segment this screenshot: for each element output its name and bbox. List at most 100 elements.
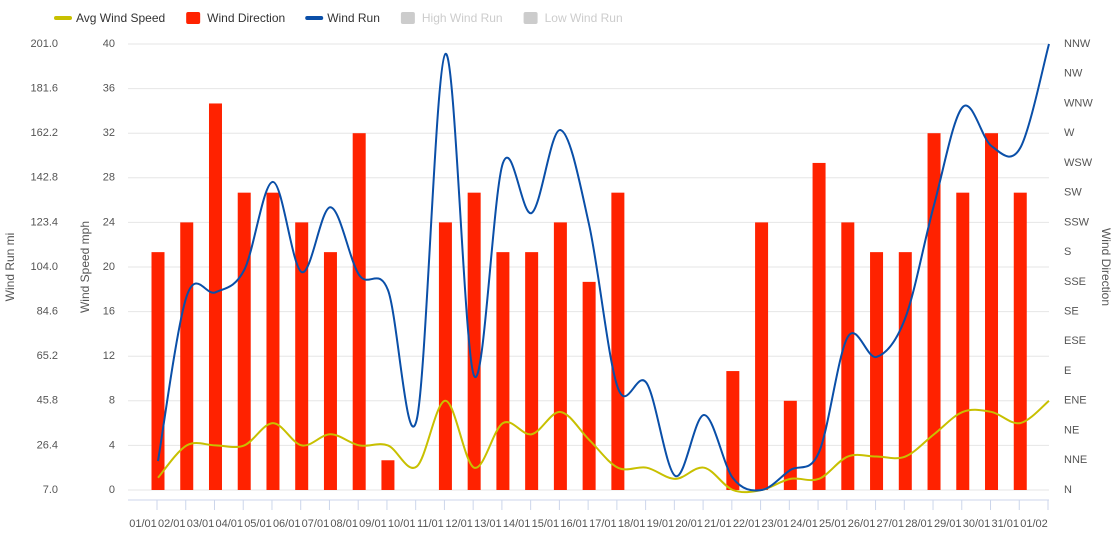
x-tick-label: 19/01 — [647, 518, 675, 530]
x-tick-label: 15/01 — [532, 518, 560, 530]
x-tick-label: 12/01 — [445, 518, 473, 530]
y-tick-label: 12 — [103, 350, 115, 362]
legend-swatch — [54, 16, 72, 20]
y2-tick-label: NE — [1064, 424, 1079, 436]
legend-label[interactable]: Wind Direction — [207, 11, 285, 25]
x-tick-label: 29/01 — [934, 518, 962, 530]
y3-tick-label: 162.2 — [30, 127, 58, 139]
x-tick-label: 26/01 — [848, 518, 876, 530]
y2-tick-label: WNW — [1064, 97, 1093, 109]
y2-tick-label: NNW — [1064, 38, 1091, 50]
y3-tick-label: 104.0 — [30, 261, 58, 273]
x-tick-label: 08/01 — [330, 518, 358, 530]
bar — [553, 222, 567, 490]
x-tick-label: 14/01 — [503, 518, 531, 530]
bar — [985, 133, 999, 490]
x-tick-label: 23/01 — [762, 518, 790, 530]
y-tick-label: 4 — [109, 439, 115, 451]
y-tick-label: 40 — [103, 38, 115, 50]
bar — [927, 133, 941, 490]
x-tick-label: 30/01 — [963, 518, 991, 530]
x-tick-label: 07/01 — [302, 518, 330, 530]
x-tick-label: 01/01 — [129, 518, 157, 530]
legend-label[interactable]: High Wind Run — [422, 11, 503, 25]
bar — [582, 281, 596, 490]
y2-tick-label: S — [1064, 246, 1071, 258]
y3-tick-label: 84.6 — [37, 306, 58, 318]
bar — [496, 252, 510, 490]
y3-tick-label: 45.8 — [37, 395, 58, 407]
legend-label[interactable]: Wind Run — [327, 11, 380, 25]
y2-tick-label: E — [1064, 365, 1071, 377]
bar — [841, 222, 855, 490]
bar — [870, 252, 884, 490]
y2-tick-label: N — [1064, 484, 1072, 496]
y2-axis-title: Wind Direction — [1099, 228, 1113, 306]
bar — [611, 192, 625, 490]
bar — [151, 252, 165, 490]
y3-axis-title: Wind Run mi — [3, 233, 17, 302]
x-tick-label: 05/01 — [244, 518, 272, 530]
x-tick-label: 27/01 — [877, 518, 905, 530]
x-tick-label: 31/01 — [991, 518, 1019, 530]
bar — [726, 371, 740, 490]
bar — [266, 192, 280, 490]
x-tick-label: 18/01 — [618, 518, 646, 530]
bar — [323, 252, 337, 490]
bar — [783, 400, 797, 490]
x-tick-label: 20/01 — [675, 518, 703, 530]
y3-tick-label: 201.0 — [30, 38, 58, 50]
x-tick-label: 01/02 — [1020, 518, 1048, 530]
x-tick-label: 09/01 — [359, 518, 387, 530]
bar — [1013, 192, 1027, 490]
legend-swatch — [186, 12, 201, 24]
legend-swatch — [523, 12, 538, 24]
x-tick-label: 02/01 — [158, 518, 186, 530]
x-tick-label: 17/01 — [589, 518, 617, 530]
y2-tick-label: W — [1064, 127, 1075, 139]
x-tick-label: 06/01 — [273, 518, 301, 530]
x-tick-label: 04/01 — [215, 518, 243, 530]
y2-tick-label: NNE — [1064, 454, 1087, 466]
y-axis-title: Wind Speed mph — [78, 221, 92, 313]
line — [157, 399, 1050, 494]
legend-swatch — [400, 12, 415, 24]
x-tick-label: 03/01 — [187, 518, 215, 530]
legend-label[interactable]: Low Wind Run — [545, 11, 623, 25]
x-tick-label: 11/01 — [417, 518, 444, 530]
bar — [525, 252, 539, 490]
y3-tick-label: 7.0 — [43, 484, 58, 496]
y-tick-label: 36 — [103, 83, 115, 95]
bar — [295, 222, 309, 490]
y2-tick-label: ENE — [1064, 395, 1087, 407]
y-tick-label: 8 — [109, 395, 115, 407]
x-tick-label: 16/01 — [560, 518, 588, 530]
bar — [438, 222, 452, 490]
y3-tick-label: 26.4 — [37, 439, 58, 451]
legend-label[interactable]: Avg Wind Speed — [76, 11, 165, 25]
y-tick-label: 0 — [109, 484, 115, 496]
x-tick-label: 28/01 — [905, 518, 933, 530]
y3-tick-label: 65.2 — [37, 350, 58, 362]
line — [157, 43, 1050, 492]
x-tick-label: 13/01 — [474, 518, 502, 530]
bar — [467, 192, 481, 490]
x-tick-label: 24/01 — [790, 518, 818, 530]
x-tick-label: 10/01 — [388, 518, 416, 530]
bar — [352, 133, 366, 490]
y3-tick-label: 142.8 — [30, 172, 58, 184]
bar — [812, 162, 826, 490]
y2-tick-label: SW — [1064, 187, 1082, 199]
y-tick-label: 16 — [103, 306, 115, 318]
bar — [755, 222, 769, 490]
bar — [237, 192, 251, 490]
y-tick-label: 24 — [103, 216, 115, 228]
y-tick-label: 28 — [103, 172, 115, 184]
x-tick-label: 21/01 — [704, 518, 732, 530]
bar — [381, 460, 395, 490]
y-tick-label: 32 — [103, 127, 115, 139]
y-tick-label: 20 — [103, 261, 115, 273]
y2-tick-label: NW — [1064, 68, 1083, 80]
y2-tick-label: SE — [1064, 306, 1079, 318]
